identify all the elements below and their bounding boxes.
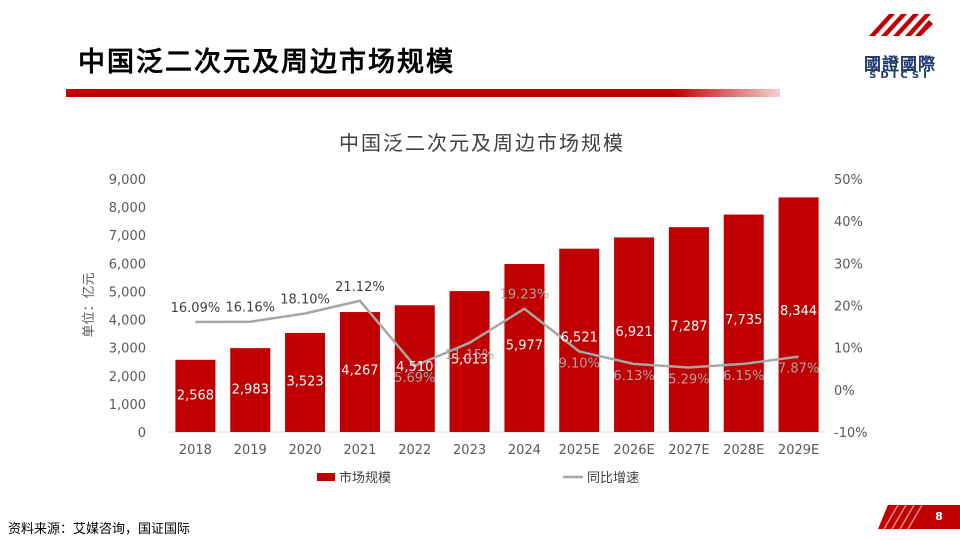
x-axis-tick: 2023: [453, 443, 486, 458]
x-axis-tick: 2027E: [668, 443, 709, 458]
x-axis-tick: 2020: [289, 443, 322, 458]
x-axis-tick: 2022: [398, 443, 431, 458]
growth-value-label: 18.10%: [280, 293, 330, 308]
legend-bar-swatch: [317, 473, 335, 481]
left-axis-tick: 8,000: [109, 201, 146, 216]
bar-value-label: 7,287: [670, 319, 707, 334]
x-axis-tick: 2024: [508, 443, 541, 458]
source-note: 资料来源：艾媒咨询，国证国际: [8, 522, 191, 537]
bar-2023: [449, 291, 490, 432]
x-axis-tick: 2019: [234, 443, 267, 458]
bar-value-label: 2,568: [177, 388, 214, 403]
bar-value-label: 8,344: [780, 304, 817, 319]
bar-2018: [175, 359, 216, 432]
chart-title: 中国泛二次元及周边市场规模: [339, 131, 625, 155]
bar-value-label: 5,977: [506, 339, 543, 354]
growth-value-label: 16.09%: [171, 301, 221, 316]
growth-value-label: 11.15%: [445, 348, 495, 363]
growth-value-label: 7.87%: [778, 362, 819, 377]
bar-2022: [394, 305, 435, 432]
bar-2024: [504, 263, 545, 432]
page-number: 8: [935, 510, 943, 523]
growth-value-label: 5.29%: [668, 373, 709, 388]
bar-value-label: 4,267: [341, 364, 378, 379]
x-axis-tick: 2025E: [559, 443, 600, 458]
left-axis-tick: 0: [138, 426, 146, 441]
company-logo-icon: [869, 14, 933, 36]
right-axis-tick: 0%: [834, 384, 855, 399]
page-number-badge-icon: [878, 505, 960, 529]
growth-value-label: 19.23%: [500, 288, 550, 303]
right-axis-tick: 10%: [834, 342, 863, 357]
x-axis-tick: 2029E: [778, 443, 819, 458]
bar-2019: [230, 348, 271, 432]
bar-value-label: 4,510: [396, 360, 433, 375]
growth-value-label: 6.15%: [723, 369, 764, 384]
left-axis-tick: 5,000: [109, 285, 146, 300]
bar-2027E: [668, 227, 709, 432]
left-axis-tick: 9,000: [109, 173, 146, 188]
bar-value-label: 6,521: [561, 331, 598, 346]
left-axis-tick: 3,000: [109, 342, 146, 357]
bar-value-label: 7,735: [725, 313, 762, 328]
legend-line-label: 同比增速: [587, 471, 639, 486]
bar-value-label: 3,523: [286, 375, 323, 390]
x-axis-tick: 2028E: [723, 443, 764, 458]
growth-value-label: 21.12%: [335, 280, 385, 295]
left-axis-tick: 1,000: [109, 398, 146, 413]
left-axis-tick: 4,000: [109, 314, 146, 329]
right-axis-tick: 20%: [834, 300, 863, 315]
left-axis-tick: 6,000: [109, 257, 146, 272]
growth-value-label: 6.13%: [613, 369, 654, 384]
x-axis-tick: 2026E: [613, 443, 654, 458]
bar-2021: [339, 312, 380, 432]
bar-2026E: [614, 237, 655, 432]
bar-2020: [285, 332, 326, 432]
left-axis-tick: 7,000: [109, 229, 146, 244]
right-axis-tick: -10%: [834, 426, 868, 441]
logo-chinese-name: 國證國際: [864, 55, 936, 75]
bar-value-label: 6,921: [615, 325, 652, 340]
right-axis-tick: 40%: [834, 215, 863, 230]
title-underline: [66, 89, 780, 97]
bar-value-label: 5,013: [451, 353, 488, 368]
left-axis-tick: 2,000: [109, 370, 146, 385]
growth-value-label: 16.16%: [225, 301, 275, 316]
bar-value-label: 2,983: [232, 382, 269, 397]
y-axis-label: 单位：亿元: [82, 272, 97, 337]
right-axis-tick: 50%: [834, 173, 863, 188]
logo-english-name: SDICSI: [869, 70, 931, 81]
x-axis-tick: 2018: [179, 443, 212, 458]
right-axis-tick: 30%: [834, 257, 863, 272]
bar-2028E: [723, 214, 764, 432]
growth-value-label: 9.10%: [559, 356, 600, 371]
x-axis-tick: 2021: [343, 443, 376, 458]
growth-value-label: 5.69%: [394, 371, 435, 386]
growth-rate-line: [195, 299, 799, 369]
legend-bar-label: 市场规模: [339, 470, 391, 486]
slide-title: 中国泛二次元及周边市场规模: [78, 47, 455, 78]
bar-2029E: [778, 197, 819, 432]
